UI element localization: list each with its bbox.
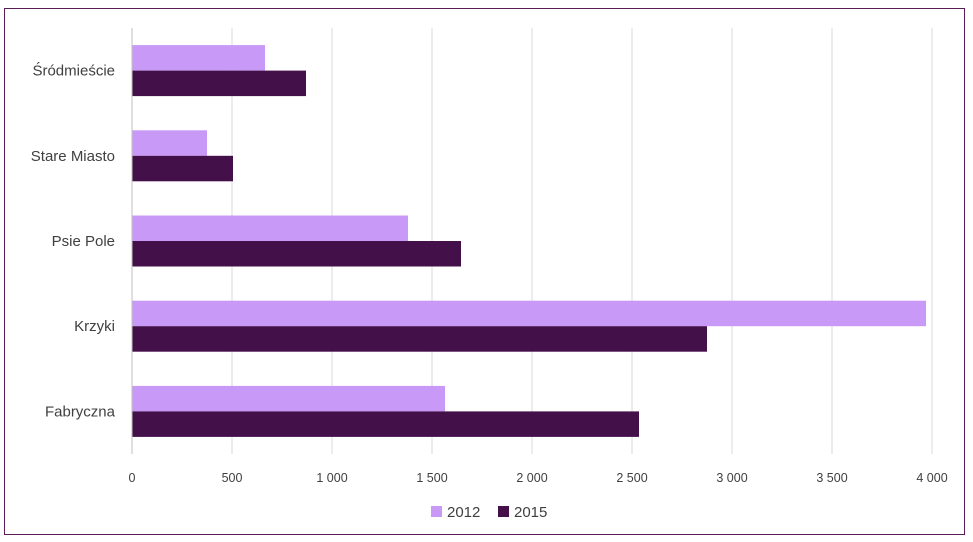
category-label: Śródmieście bbox=[32, 62, 115, 80]
category-label: Fabryczna bbox=[45, 403, 116, 420]
category-label: Stare Miasto bbox=[31, 148, 115, 165]
x-tick-label: 1 500 bbox=[416, 471, 447, 485]
legend-label-2015: 2015 bbox=[514, 504, 547, 521]
bar-2015 bbox=[132, 70, 306, 97]
legend-swatch-2015 bbox=[498, 506, 509, 517]
x-tick-label: 1 000 bbox=[316, 471, 347, 485]
bar-2012 bbox=[132, 45, 265, 71]
gridlines bbox=[231, 28, 933, 454]
bar-2015 bbox=[132, 241, 461, 267]
category-label: Krzyki bbox=[74, 318, 115, 335]
bar-2012 bbox=[132, 385, 445, 412]
x-tick-label: 3 500 bbox=[816, 471, 847, 485]
x-tick-label: 0 bbox=[129, 471, 136, 485]
x-tick-label: 4 000 bbox=[916, 471, 947, 485]
x-tick-label: 2 500 bbox=[616, 471, 647, 485]
bar-2012 bbox=[132, 300, 926, 327]
bar-2015 bbox=[132, 411, 639, 437]
x-tick-label: 3 000 bbox=[716, 471, 747, 485]
bar-2015 bbox=[132, 326, 707, 352]
category-label: Psie Pole bbox=[52, 233, 115, 250]
bars bbox=[132, 45, 926, 437]
category-labels: Śródmieście Stare Miasto Psie Pole Krzyki Fa… bbox=[31, 62, 116, 421]
bar-2015 bbox=[132, 155, 233, 182]
bar-2012 bbox=[132, 215, 408, 241]
x-tick-label: 500 bbox=[222, 471, 243, 485]
legend: 2012 2015 bbox=[431, 504, 547, 521]
legend-label-2012: 2012 bbox=[447, 504, 480, 521]
x-tick-labels: 0 500 1 000 1 500 2 000 2 500 3 000 3 500 4 000 bbox=[129, 471, 948, 485]
legend-swatch-2012 bbox=[431, 506, 442, 517]
x-tick-label: 2 000 bbox=[516, 471, 547, 485]
bar-2012 bbox=[132, 130, 207, 156]
